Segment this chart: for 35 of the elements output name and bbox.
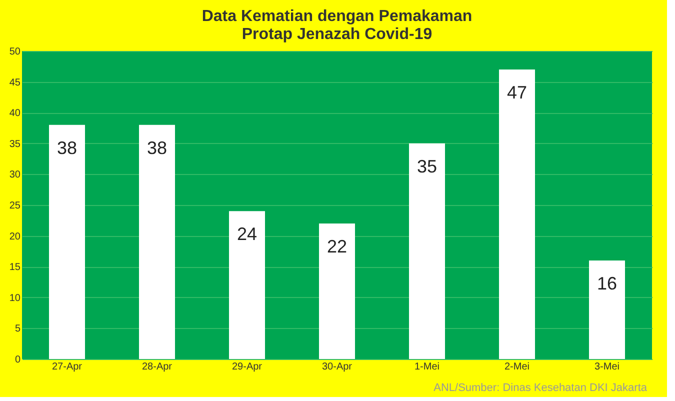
- x-tick-label: 3-Mei: [594, 362, 620, 372]
- y-tick-label: 5: [14, 324, 21, 335]
- bar: [319, 223, 355, 359]
- y-tick-label: 30: [9, 170, 21, 181]
- x-tick-label: 1-Mei: [414, 362, 440, 372]
- y-tick-label: 35: [9, 138, 21, 150]
- bar: [49, 124, 85, 359]
- x-tick-label: 2-Mei: [504, 362, 530, 372]
- y-tick-label: 10: [9, 292, 21, 304]
- data-label: 16: [596, 273, 618, 294]
- x-tick-label: 27-Apr: [52, 362, 83, 372]
- x-tick-label: 29-Apr: [232, 362, 263, 372]
- y-tick-label: 0: [14, 354, 21, 366]
- bar: [139, 124, 175, 359]
- data-label: 47: [506, 82, 528, 102]
- y-tick-label: 15: [9, 262, 21, 274]
- x-tick-label: 30-Apr: [322, 362, 353, 372]
- y-tick-label: 40: [9, 108, 21, 120]
- text: ANL/Sumber: Dinas Kesehatan DKI Jakarta: [434, 382, 648, 394]
- data-label: 38: [146, 138, 168, 158]
- x-tick-label: 28-Apr: [142, 362, 173, 372]
- text: Protap Jenazah Covid-19: [242, 26, 432, 43]
- bar: [229, 211, 265, 359]
- bar: [499, 69, 535, 359]
- data-label: 38: [56, 138, 78, 158]
- y-tick-label: 50: [9, 46, 21, 58]
- y-tick-label: 45: [9, 77, 21, 88]
- y-tick-label: 20: [9, 231, 21, 242]
- text: Data Kematian dengan Pemakaman: [202, 8, 472, 25]
- bar: [409, 143, 445, 359]
- y-tick-label: 25: [9, 200, 21, 212]
- data-label: 22: [326, 236, 348, 256]
- data-label: 35: [416, 156, 438, 176]
- data-label: 24: [236, 224, 258, 244]
- bar: [589, 260, 625, 359]
